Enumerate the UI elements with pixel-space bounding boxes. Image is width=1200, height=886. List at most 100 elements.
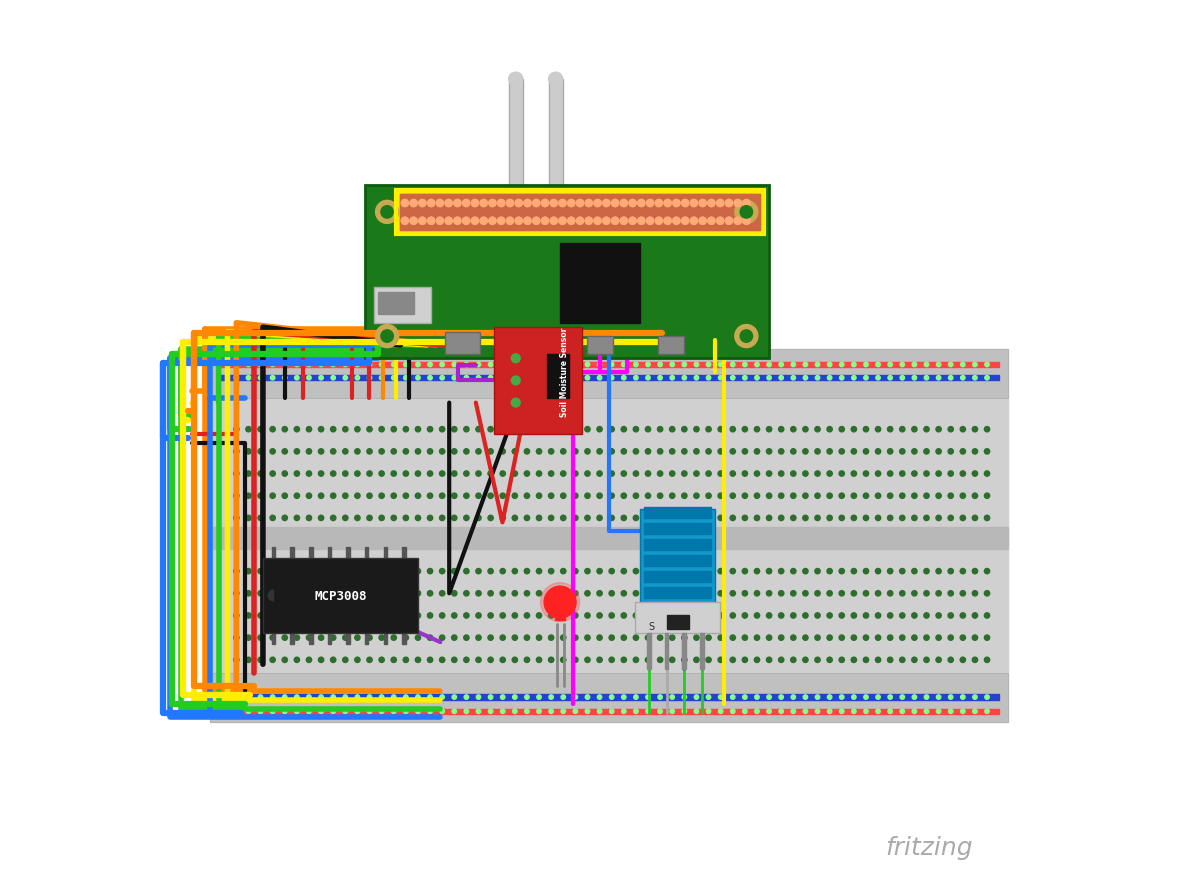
Bar — [644, 571, 710, 582]
Circle shape — [476, 569, 481, 574]
Circle shape — [984, 471, 990, 477]
Circle shape — [574, 695, 577, 700]
Circle shape — [427, 200, 434, 207]
Wedge shape — [269, 590, 274, 602]
Bar — [210, 527, 1008, 549]
Circle shape — [343, 709, 348, 714]
Circle shape — [379, 427, 384, 432]
Circle shape — [234, 635, 239, 641]
Circle shape — [318, 427, 324, 432]
Circle shape — [488, 591, 493, 596]
Circle shape — [730, 591, 736, 596]
Circle shape — [690, 200, 697, 207]
Circle shape — [512, 569, 517, 574]
Circle shape — [488, 200, 496, 207]
Circle shape — [706, 427, 712, 432]
Circle shape — [984, 591, 990, 596]
Circle shape — [584, 427, 590, 432]
Circle shape — [355, 471, 360, 477]
Circle shape — [367, 449, 372, 455]
Circle shape — [670, 363, 674, 368]
Circle shape — [488, 613, 493, 618]
Circle shape — [828, 377, 832, 381]
Circle shape — [840, 363, 844, 368]
Circle shape — [716, 200, 724, 207]
Circle shape — [415, 363, 420, 368]
Circle shape — [828, 709, 832, 714]
Circle shape — [419, 218, 426, 225]
Circle shape — [718, 569, 724, 574]
Circle shape — [403, 591, 408, 596]
Circle shape — [876, 635, 881, 641]
Circle shape — [610, 613, 614, 618]
Circle shape — [658, 516, 662, 521]
Bar — [272, 633, 275, 644]
Circle shape — [500, 635, 505, 641]
Circle shape — [270, 695, 275, 700]
Circle shape — [743, 569, 748, 574]
Circle shape — [559, 218, 566, 225]
Circle shape — [734, 218, 742, 225]
Circle shape — [234, 591, 239, 596]
Circle shape — [476, 635, 481, 641]
Circle shape — [246, 516, 251, 521]
Circle shape — [598, 363, 601, 368]
Circle shape — [900, 377, 905, 381]
Circle shape — [682, 200, 689, 207]
Circle shape — [718, 657, 724, 663]
Circle shape — [912, 657, 917, 663]
Circle shape — [295, 695, 299, 700]
Circle shape — [536, 709, 541, 714]
Circle shape — [706, 494, 712, 499]
Circle shape — [463, 657, 469, 663]
Circle shape — [380, 330, 394, 343]
Circle shape — [541, 218, 548, 225]
Circle shape — [548, 591, 554, 596]
Circle shape — [454, 218, 461, 225]
Circle shape — [682, 709, 686, 714]
Circle shape — [743, 657, 748, 663]
Circle shape — [961, 377, 965, 381]
Circle shape — [330, 613, 336, 618]
Circle shape — [779, 657, 784, 663]
Circle shape — [972, 635, 978, 641]
Circle shape — [755, 695, 760, 700]
Circle shape — [622, 657, 626, 663]
Circle shape — [594, 218, 601, 225]
Circle shape — [548, 427, 554, 432]
Circle shape — [694, 591, 700, 596]
Circle shape — [234, 427, 239, 432]
Circle shape — [560, 613, 566, 618]
Circle shape — [610, 591, 614, 596]
Circle shape — [743, 449, 748, 455]
Circle shape — [973, 363, 977, 368]
Circle shape — [533, 218, 540, 225]
Circle shape — [734, 200, 742, 207]
Text: MCP3008: MCP3008 — [314, 589, 367, 602]
Circle shape — [536, 591, 541, 596]
Circle shape — [767, 657, 772, 663]
Circle shape — [682, 569, 686, 574]
Circle shape — [690, 218, 697, 225]
Circle shape — [548, 709, 553, 714]
Circle shape — [258, 613, 263, 618]
Circle shape — [576, 218, 583, 225]
Circle shape — [270, 591, 275, 596]
Circle shape — [586, 200, 593, 207]
Circle shape — [246, 657, 251, 663]
Circle shape — [270, 494, 275, 499]
Circle shape — [562, 377, 565, 381]
Circle shape — [912, 695, 917, 700]
Circle shape — [355, 449, 360, 455]
Circle shape — [839, 591, 845, 596]
Circle shape — [706, 613, 712, 618]
Circle shape — [610, 471, 614, 477]
Circle shape — [403, 377, 408, 381]
Circle shape — [670, 569, 674, 574]
Circle shape — [568, 200, 575, 207]
Circle shape — [900, 613, 905, 618]
Bar — [587, 337, 613, 354]
Circle shape — [876, 427, 881, 432]
Circle shape — [476, 449, 481, 455]
Circle shape — [307, 363, 311, 368]
